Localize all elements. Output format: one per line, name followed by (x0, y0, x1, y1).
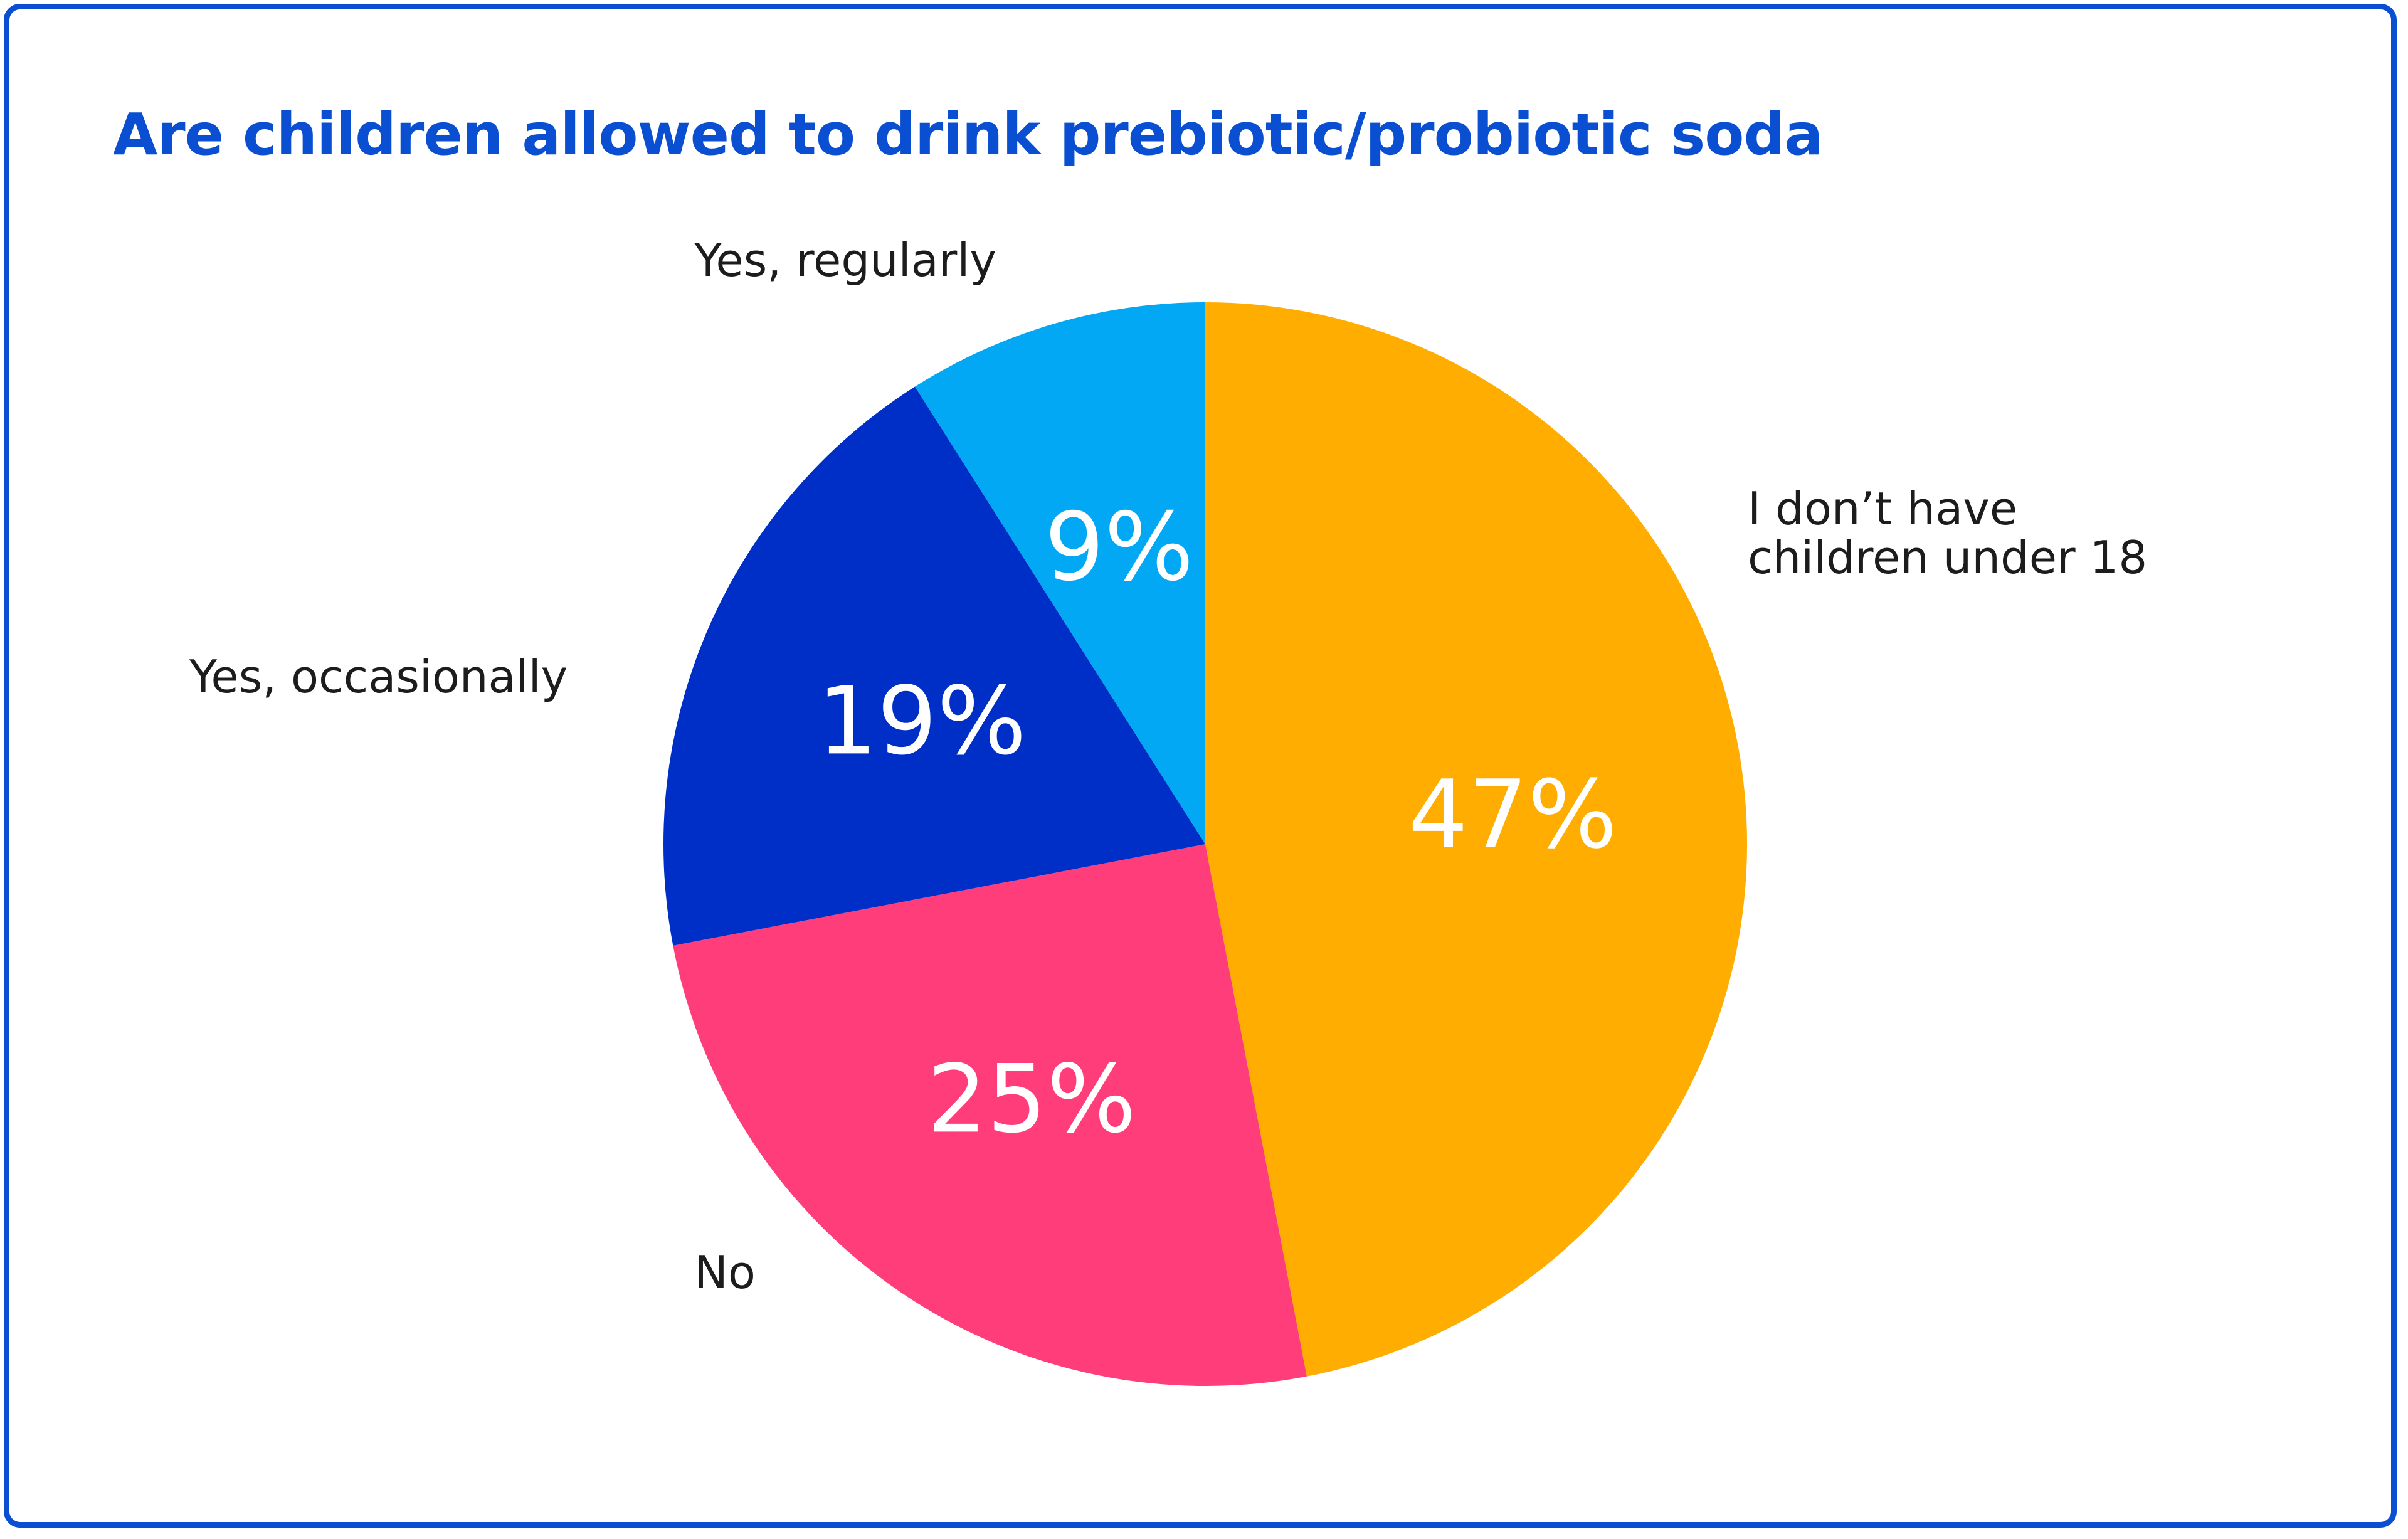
category-label-line: children under 18 (1748, 531, 2148, 584)
category-label-no: No (694, 1248, 756, 1297)
value-label-yes-regularly: 9% (1045, 493, 1194, 602)
category-label-yes-regularly: Yes, regularly (694, 236, 996, 285)
pie-slice-yes-occasionally (663, 386, 1205, 946)
category-label-line: No (694, 1246, 756, 1299)
category-label-line: Yes, occasionally (189, 650, 568, 703)
pie-slice-yes-regularly (915, 302, 1205, 844)
category-label-yes-occasionally: Yes, occasionally (189, 652, 568, 701)
category-label-i-don-t-have-children-under-18: I don’t have children under 18 (1748, 484, 2147, 582)
value-label-i-don-t-have-children-under-18: 47% (1408, 761, 1617, 870)
pie-slice-no (673, 844, 1307, 1386)
category-label-line: Yes, regularly (694, 234, 996, 287)
value-label-no: 25% (927, 1045, 1136, 1154)
pie-slice-i-don-t-have-children-under-18 (1205, 302, 1748, 1377)
value-label-yes-occasionally: 19% (817, 667, 1026, 776)
category-label-line: I don’t have (1748, 482, 2018, 535)
chart-frame (4, 4, 2397, 1528)
chart-title: Are children allowed to drink prebiotic/… (113, 101, 1823, 168)
